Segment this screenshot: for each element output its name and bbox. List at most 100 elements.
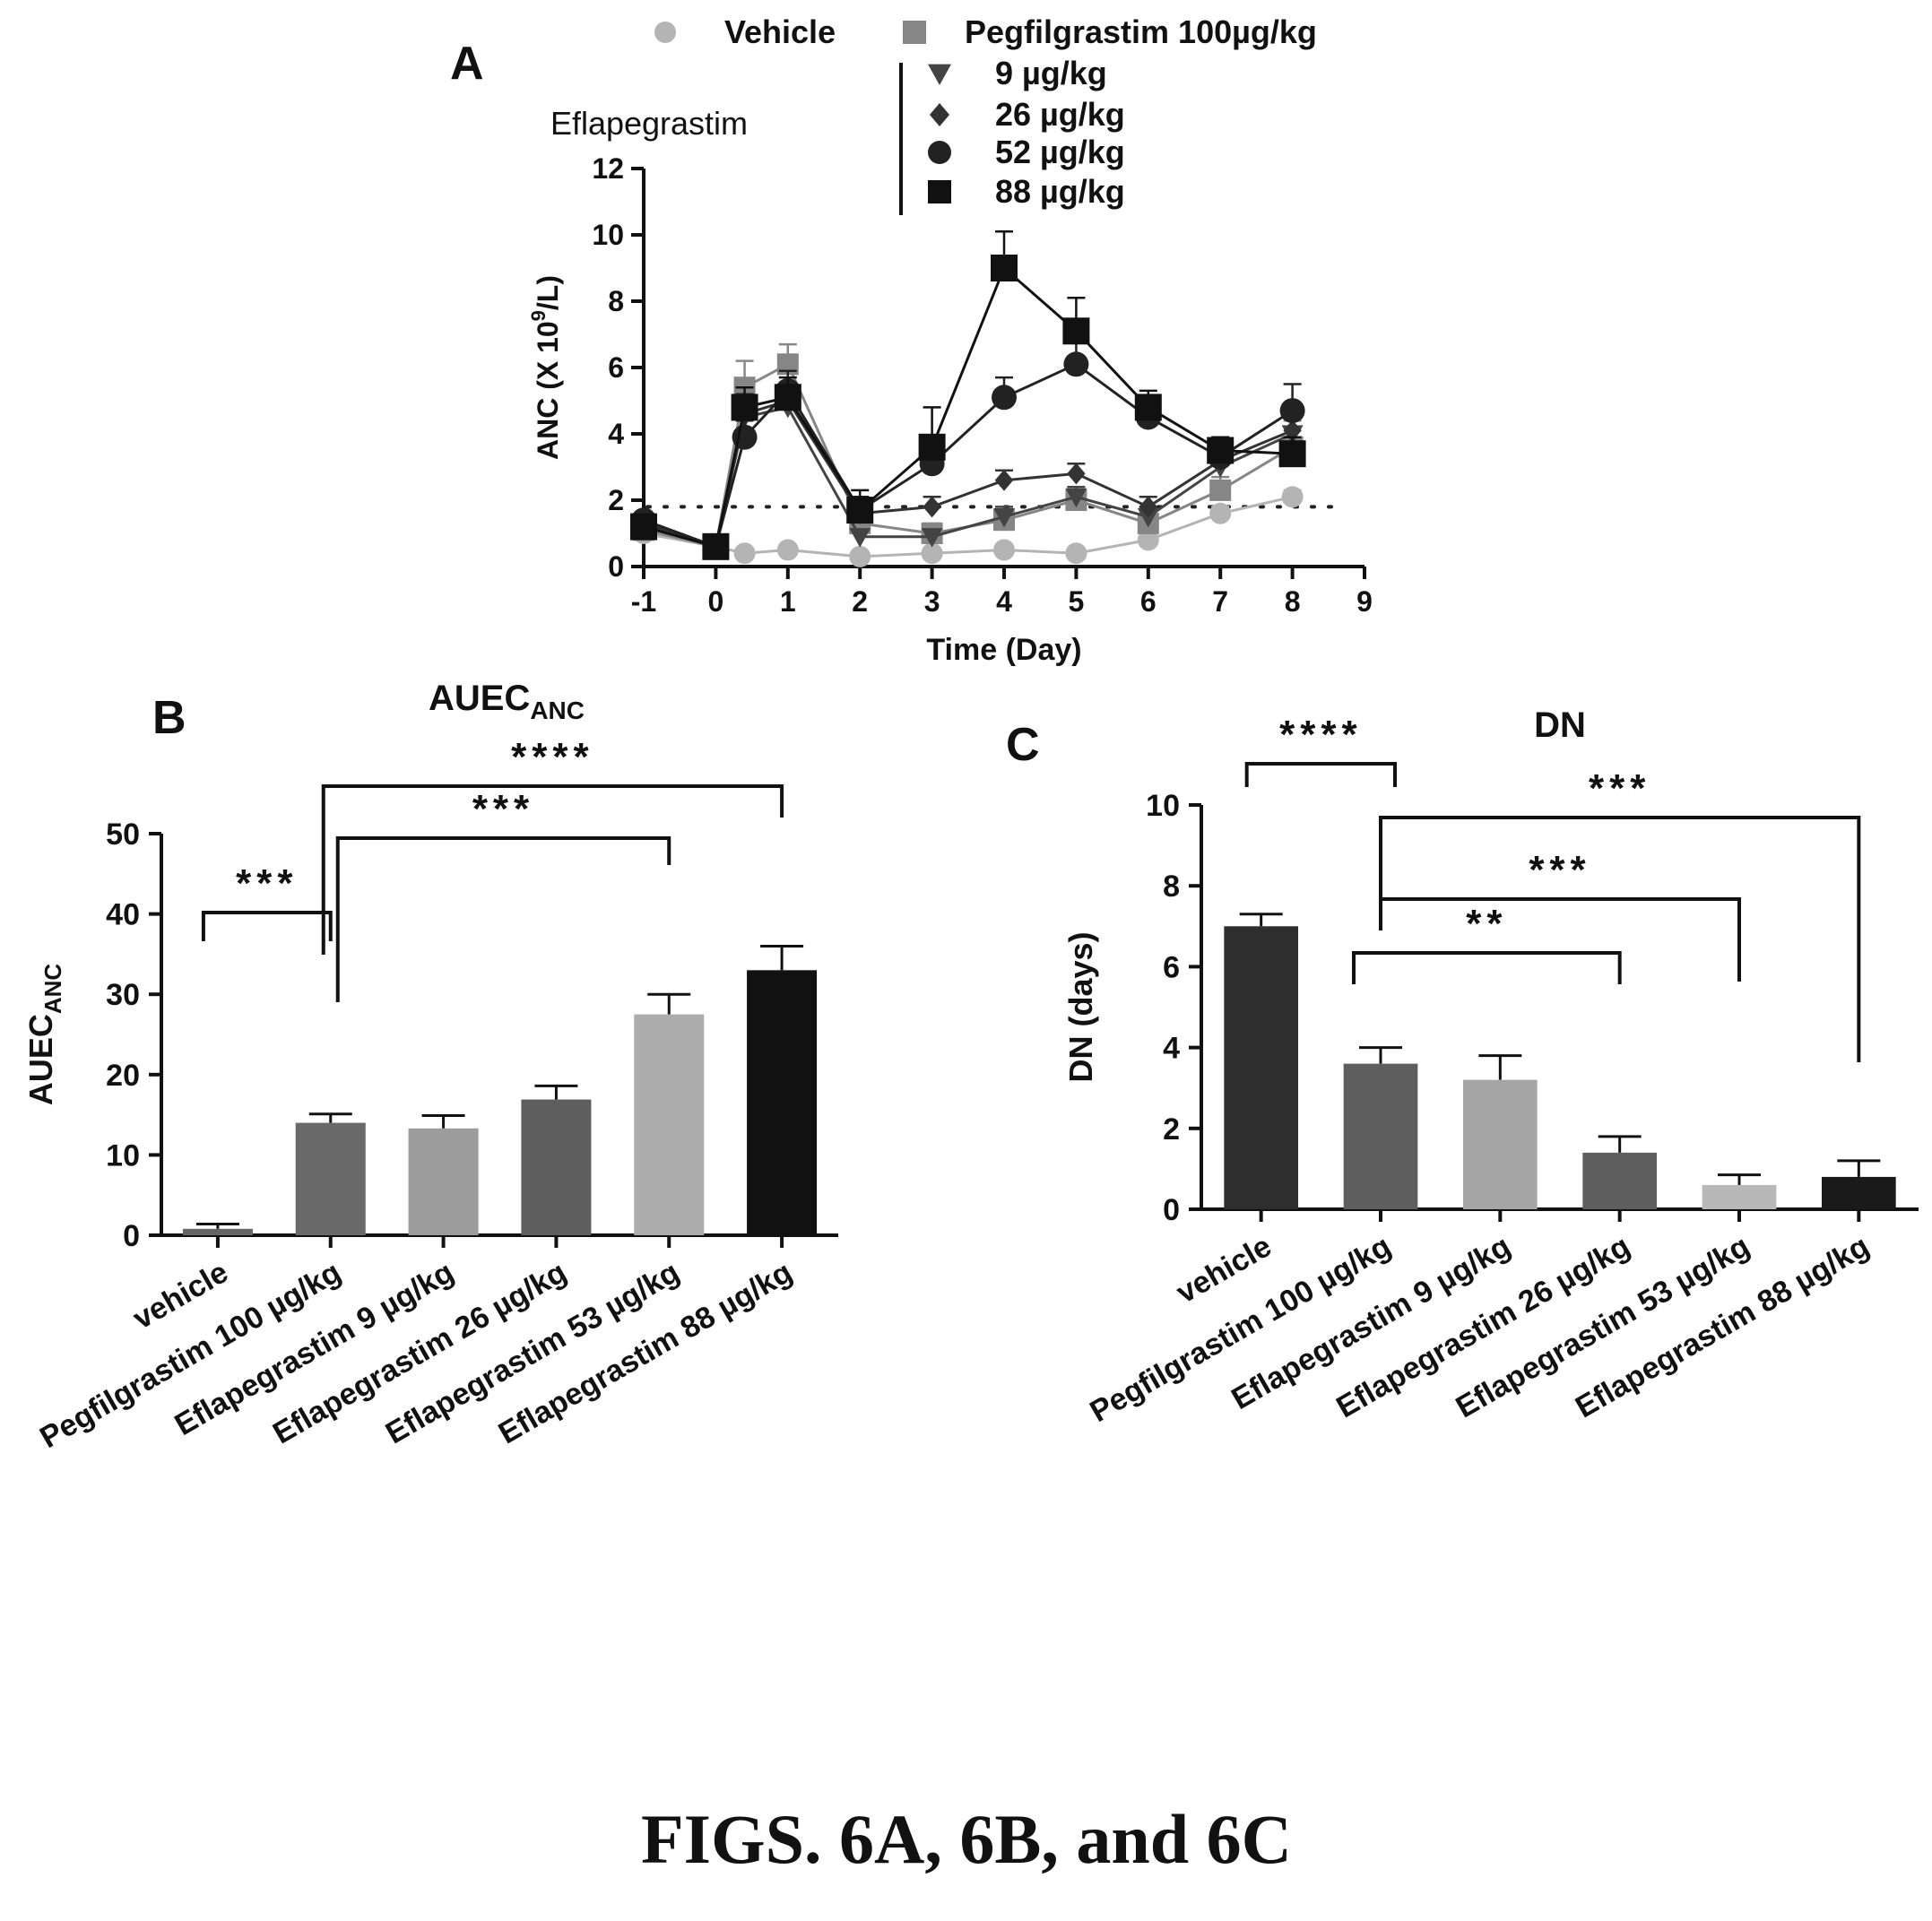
panel-a-data-point xyxy=(1281,486,1304,508)
panel-a-legend-marker xyxy=(654,22,676,43)
panel-c-significance-bracket xyxy=(1352,951,1622,984)
panel-a-y-axis-label-main: ANC (X 10 xyxy=(532,321,564,460)
panel-b-significance-label: *** xyxy=(472,787,534,831)
panel-a-data-point xyxy=(1134,394,1162,421)
panel-a-legend-marker xyxy=(929,103,950,126)
panel-c-y-tick-label: 0 xyxy=(1163,1193,1180,1227)
panel-a-legend-group-label: Eflapegrastim xyxy=(550,105,748,142)
panel-b-bar xyxy=(634,1014,705,1235)
panel-a-x-tick-label: 9 xyxy=(1356,585,1373,618)
panel-c-y-tick-label: 2 xyxy=(1163,1112,1180,1147)
panel-a-y-axis-label: ANC (X 109/L) xyxy=(527,275,564,460)
panel-a-data-point xyxy=(1279,398,1305,424)
panel-a-data-point xyxy=(1209,502,1232,524)
panel-b-bar xyxy=(182,1228,253,1235)
panel-c-significance-bracket xyxy=(1379,897,1741,982)
panel-c-significance-bracket xyxy=(1379,816,1861,1062)
panel-c-significance-bracket xyxy=(1244,762,1397,787)
panel-b-title-main: AUEC xyxy=(429,679,530,718)
panel-a-legend: Vehicle Pegfilgrastim 100µg/kg Eflapegrast… xyxy=(550,13,1317,215)
panel-a-data-point xyxy=(849,528,871,548)
panel-a-data-point xyxy=(1283,420,1302,442)
panel-a-legend-marker xyxy=(903,21,926,44)
panel-a-data-point xyxy=(993,539,1015,561)
panel-c-significance-label: ** xyxy=(1466,902,1507,946)
panel-b-bar xyxy=(295,1122,366,1235)
panel-a-data-point xyxy=(992,385,1017,411)
panel-a-y-tick-label: 6 xyxy=(608,351,624,384)
panel-b-bar xyxy=(521,1099,592,1235)
panel-a-data-point xyxy=(733,542,756,565)
panel-a-legend-label: 88 µg/kg xyxy=(995,173,1125,210)
figure-caption: FIGS. 6A, 6B, and 6C xyxy=(641,1800,1292,1878)
panel-c-title-text: DN xyxy=(1534,705,1586,745)
panel-a-data-point xyxy=(702,532,730,560)
panel-a-data-point xyxy=(1139,496,1157,518)
panel-a-data-point xyxy=(991,255,1018,281)
panel-a-data-point xyxy=(1209,479,1232,501)
panel-a-data-point xyxy=(1065,542,1087,565)
panel-a-y-tick-label: 12 xyxy=(592,152,624,185)
panel-c-title: DN xyxy=(1534,705,1586,745)
panel-c-bar xyxy=(1582,1152,1657,1209)
panel-a-x-tick-label: 2 xyxy=(852,585,868,618)
panel-c-bar xyxy=(1463,1079,1538,1209)
panel-a-data-point xyxy=(846,497,874,524)
panel-a-legend-label: 9 µg/kg xyxy=(995,55,1107,91)
panel-a-y-tick-label: 10 xyxy=(592,219,624,251)
panel-a-data-point xyxy=(1137,529,1159,551)
panel-a-data-point xyxy=(630,513,657,541)
panel-b-significance-label: *** xyxy=(236,861,298,905)
panel-c-y-tick-label: 6 xyxy=(1163,950,1180,984)
panel-c-y-tick-label: 8 xyxy=(1163,870,1180,904)
panel-c-letter: C xyxy=(1006,719,1040,771)
panel-a-data-point xyxy=(1207,437,1235,464)
panel-a-x-tick-label: 8 xyxy=(1285,585,1301,618)
panel-b-letter: B xyxy=(152,692,186,744)
panel-a-data-point xyxy=(1067,463,1086,485)
panel-a-data-point xyxy=(918,433,946,461)
panel-b-y-axis-label: AUECANC xyxy=(22,964,66,1106)
panel-a-line-chart: A Vehicle Pegfilgrastim 100µg/kg Eflapegra… xyxy=(450,13,1373,667)
panel-c-title-main: DN xyxy=(1534,705,1586,745)
panel-a-legend-label: Vehicle xyxy=(724,13,836,50)
panel-c-y-tick-label: 10 xyxy=(1146,789,1180,823)
panel-a-legend-marker xyxy=(928,64,951,85)
panel-a-series-5 xyxy=(630,230,1306,560)
panel-a-y-axis-label-sup: 9 xyxy=(527,310,550,321)
panel-a-data-point xyxy=(921,542,943,565)
panel-a-data-point xyxy=(849,545,871,567)
panel-c-significance-label: *** xyxy=(1589,766,1650,810)
panel-a-x-tick-label: 4 xyxy=(996,585,1012,618)
panel-a-x-tick-label: 7 xyxy=(1212,585,1228,618)
panel-a-y-tick-label: 2 xyxy=(608,484,624,516)
panel-b-bar xyxy=(408,1128,479,1235)
panel-a-legend-marker xyxy=(928,141,951,164)
panel-a-data-point xyxy=(1137,507,1159,528)
panel-a-data-point xyxy=(921,528,943,548)
panel-a-x-tick-label: 1 xyxy=(780,585,796,618)
panel-c-plot-area: ************ xyxy=(1224,713,1896,1209)
panel-c-y-axis-label: DN (days) xyxy=(1062,931,1099,1082)
panel-a-x-tick-label: 3 xyxy=(924,585,940,618)
panel-b-bar xyxy=(747,970,818,1235)
panel-b-significance-label: **** xyxy=(511,735,594,779)
panel-b-y-axis-label-sub: ANC xyxy=(39,964,66,1015)
panel-b-y-tick-label: 40 xyxy=(106,898,140,932)
panel-a-data-point xyxy=(993,507,1015,528)
panel-c-bar xyxy=(1702,1184,1777,1209)
panel-a-y-tick-label: 0 xyxy=(608,550,624,583)
panel-a-x-tick-label: 5 xyxy=(1069,585,1085,618)
panel-a-legend-marker xyxy=(928,180,951,203)
panel-b-significance-bracket xyxy=(321,784,784,955)
panel-a-legend-label: Pegfilgrastim 100µg/kg xyxy=(965,13,1317,50)
panel-a-plot-area xyxy=(630,230,1347,567)
panel-a-data-point xyxy=(1278,440,1306,468)
panel-b-y-tick-label: 50 xyxy=(106,818,140,852)
panel-c-y-axis-label-main: DN (days) xyxy=(1062,931,1099,1082)
panel-b-y-tick-label: 30 xyxy=(106,978,140,1012)
panel-a-y-tick-label: 4 xyxy=(608,418,624,450)
panel-a-x-axis-label: Time (Day) xyxy=(926,633,1081,667)
